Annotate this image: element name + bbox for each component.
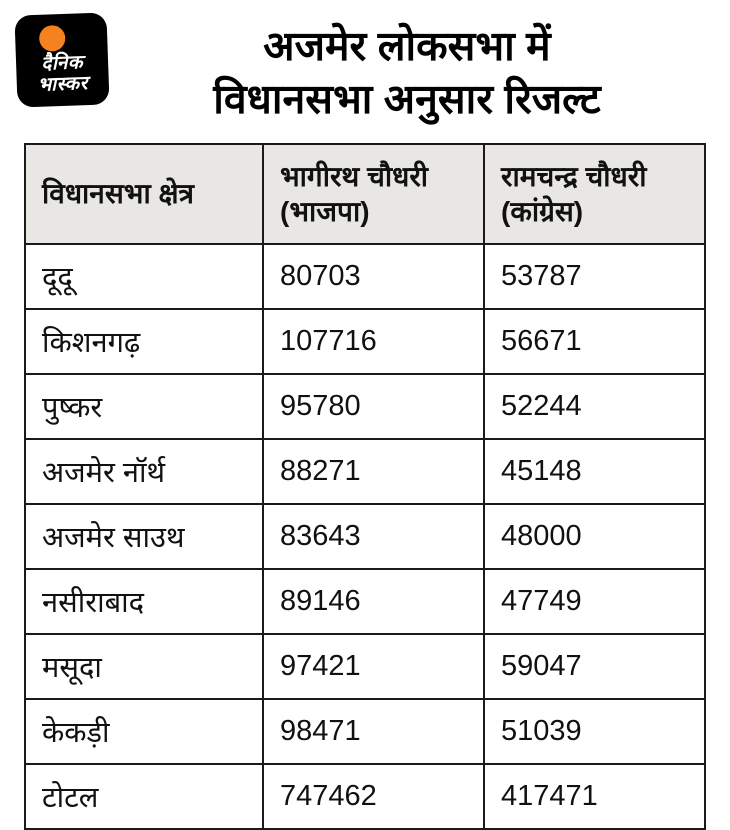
table-row: मसूदा 97421 59047 bbox=[24, 632, 706, 700]
header-bjp-line1: भागीरथ चौधरी bbox=[280, 160, 429, 192]
bjp-votes-cell: 80703 bbox=[262, 242, 485, 310]
header-constituency-label: विधानसभा क्षेत्र bbox=[42, 178, 195, 210]
bjp-votes-cell: 88271 bbox=[262, 437, 485, 505]
column-header-congress-candidate: रामचन्द्र चौधरी (कांग्रेस) bbox=[483, 142, 706, 245]
constituency-cell: नसीराबाद bbox=[24, 567, 264, 635]
table-row: केकड़ी 98471 51039 bbox=[24, 697, 706, 765]
logo-line2: भास्कर bbox=[37, 72, 89, 96]
congress-votes-cell: 53787 bbox=[483, 242, 706, 310]
bjp-votes-cell: 83643 bbox=[262, 502, 485, 570]
header-row: विधानसभा क्षेत्र भागीरथ चौधरी (भाजपा) रा… bbox=[24, 142, 706, 245]
bjp-votes-cell: 97421 bbox=[262, 632, 485, 700]
constituency-cell: किशनगढ़ bbox=[24, 307, 264, 375]
table-row: अजमेर साउथ 83643 48000 bbox=[24, 502, 706, 570]
congress-votes-cell: 51039 bbox=[483, 697, 706, 765]
table-row: अजमेर नॉर्थ 88271 45148 bbox=[24, 437, 706, 505]
infographic-page: दैनिक भास्कर अजमेर लोकसभा में विधानसभा अ… bbox=[0, 10, 730, 830]
column-header-constituency: विधानसभा क्षेत्र bbox=[24, 142, 264, 245]
constituency-cell: केकड़ी bbox=[24, 697, 264, 765]
title-line2: विधानसभा अनुसार रिजल्ट bbox=[213, 76, 601, 123]
congress-votes-cell: 59047 bbox=[483, 632, 706, 700]
table-row: दूदू 80703 53787 bbox=[24, 242, 706, 310]
table-row: नसीराबाद 89146 47749 bbox=[24, 567, 706, 635]
congress-votes-cell: 417471 bbox=[483, 762, 706, 830]
results-table: विधानसभा क्षेत्र भागीरथ चौधरी (भाजपा) रा… bbox=[24, 142, 706, 830]
congress-votes-cell: 48000 bbox=[483, 502, 706, 570]
table-row: किशनगढ़ 107716 56671 bbox=[24, 307, 706, 375]
header: दैनिक भास्कर अजमेर लोकसभा में विधानसभा अ… bbox=[0, 10, 730, 137]
constituency-cell: दूदू bbox=[24, 242, 264, 310]
bjp-votes-cell: 107716 bbox=[262, 307, 485, 375]
header-congress-line2: (कांग्रेस) bbox=[501, 195, 584, 227]
dainik-bhaskar-logo: दैनिक भास्कर bbox=[14, 12, 110, 108]
bjp-votes-cell: 747462 bbox=[262, 762, 485, 830]
congress-votes-cell: 56671 bbox=[483, 307, 706, 375]
congress-votes-cell: 45148 bbox=[483, 437, 706, 505]
title-line1: अजमेर लोकसभा में bbox=[263, 23, 551, 69]
table-row: पुष्कर 95780 52244 bbox=[24, 372, 706, 440]
bjp-votes-cell: 98471 bbox=[262, 697, 485, 765]
constituency-cell: मसूदा bbox=[24, 632, 264, 700]
header-congress-line1: रामचन्द्र चौधरी bbox=[501, 160, 647, 192]
logo-line1: दैनिक bbox=[40, 52, 84, 75]
constituency-cell: पुष्कर bbox=[24, 372, 264, 440]
congress-votes-cell: 47749 bbox=[483, 567, 706, 635]
logo-text: दैनिक भास्कर bbox=[37, 52, 89, 96]
congress-votes-cell: 52244 bbox=[483, 372, 706, 440]
constituency-cell: टोटल bbox=[24, 762, 264, 830]
constituency-cell: अजमेर साउथ bbox=[24, 502, 264, 570]
bjp-votes-cell: 95780 bbox=[262, 372, 485, 440]
constituency-cell: अजमेर नॉर्थ bbox=[24, 437, 264, 505]
sun-icon bbox=[38, 24, 66, 52]
table-row: टोटल 747462 417471 bbox=[24, 762, 706, 830]
page-title: अजमेर लोकसभा में विधानसभा अनुसार रिजल्ट bbox=[108, 14, 706, 127]
bjp-votes-cell: 89146 bbox=[262, 567, 485, 635]
column-header-bjp-candidate: भागीरथ चौधरी (भाजपा) bbox=[262, 142, 485, 245]
header-bjp-line2: (भाजपा) bbox=[280, 195, 370, 227]
